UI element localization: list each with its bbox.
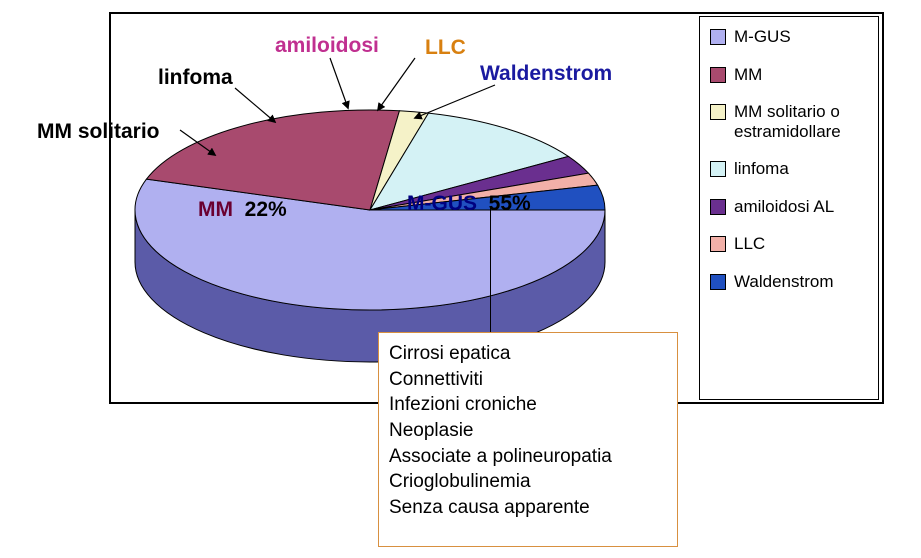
legend-item-3: linfoma <box>710 159 868 179</box>
legend-swatch-4 <box>710 199 726 215</box>
legend-item-0: M-GUS <box>710 27 868 47</box>
on-pie-prefix-mgus_on: M-GUS <box>407 192 477 216</box>
legend-label-6: Waldenstrom <box>734 272 834 292</box>
callout-label-linfoma_lbl: linfoma <box>158 66 233 90</box>
legend-label-5: LLC <box>734 234 765 254</box>
note-line-3: Neoplasie <box>389 418 667 444</box>
on-pie-prefix-mm_on: MM <box>198 198 233 222</box>
note-connector-line <box>490 208 491 332</box>
legend-item-4: amiloidosi AL <box>710 197 868 217</box>
on-pie-label-mm_on: MM 22% <box>198 198 287 222</box>
on-pie-label-mgus_on: M-GUS 55% <box>407 192 531 216</box>
note-line-2: Infezioni croniche <box>389 392 667 418</box>
callout-label-waldenstrom_lbl: Waldenstrom <box>480 62 612 86</box>
note-line-0: Cirrosi epatica <box>389 341 667 367</box>
legend-label-1: MM <box>734 65 762 85</box>
legend-item-5: LLC <box>710 234 868 254</box>
legend-swatch-6 <box>710 274 726 290</box>
legend-swatch-1 <box>710 67 726 83</box>
legend-swatch-2 <box>710 104 726 120</box>
on-pie-value-mgus_on: 55% <box>489 192 531 216</box>
legend-swatch-0 <box>710 29 726 45</box>
chart-stage: MM solitario linfoma amiloidosi LLC Waldenst… <box>0 0 921 558</box>
note-box: Cirrosi epaticaConnettivitiInfezioni cro… <box>378 332 678 547</box>
note-line-1: Connettiviti <box>389 367 667 393</box>
on-pie-value-mm_on: 22% <box>245 198 287 222</box>
legend-label-4: amiloidosi AL <box>734 197 834 217</box>
legend-label-3: linfoma <box>734 159 789 179</box>
note-line-6: Senza causa apparente <box>389 495 667 521</box>
legend-label-2: MM solitario o estramidollare <box>734 102 868 141</box>
callout-label-llc_lbl: LLC <box>425 36 466 60</box>
legend-item-6: Waldenstrom <box>710 272 868 292</box>
note-line-5: Crioglobulinemia <box>389 469 667 495</box>
legend: M-GUS MM MM solitario o estramidollare linf… <box>699 16 879 400</box>
callout-label-amiloidosi_lbl: amiloidosi <box>275 34 379 58</box>
legend-swatch-5 <box>710 236 726 252</box>
note-line-4: Associate a polineuropatia <box>389 444 667 470</box>
callout-label-mm_solitario_lbl: MM solitario <box>37 120 160 144</box>
legend-item-2: MM solitario o estramidollare <box>710 102 868 141</box>
legend-item-1: MM <box>710 65 868 85</box>
legend-label-0: M-GUS <box>734 27 791 47</box>
legend-swatch-3 <box>710 161 726 177</box>
